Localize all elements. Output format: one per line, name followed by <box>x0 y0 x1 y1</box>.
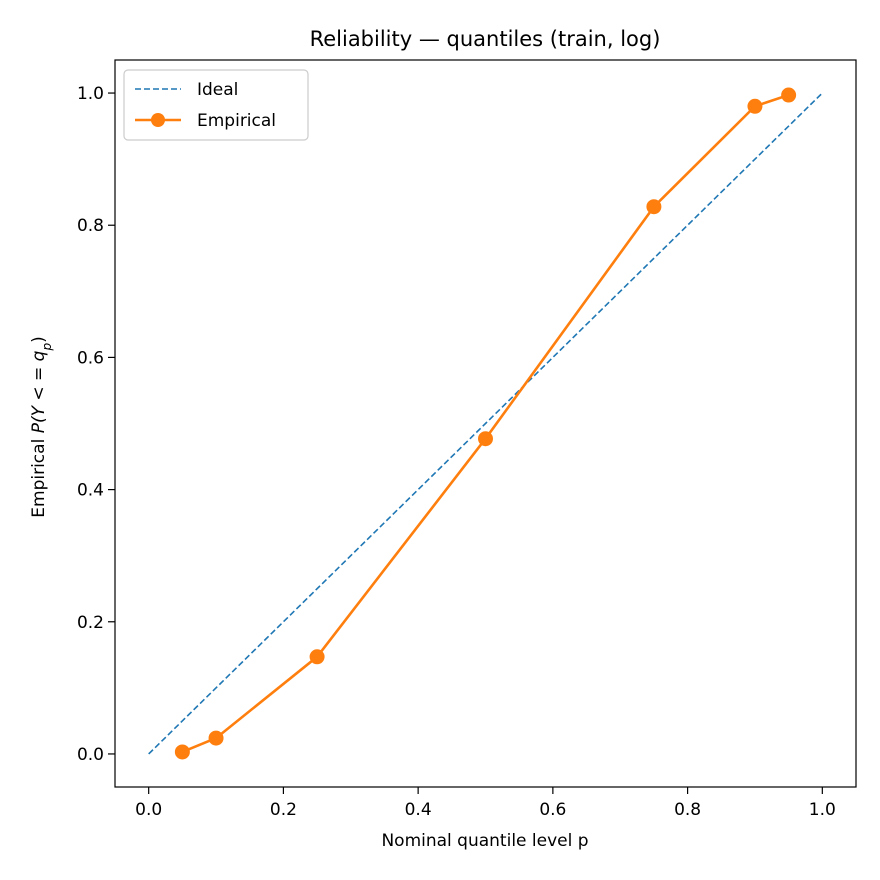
axes: 0.0 0.2 0.4 0.6 0.8 1.0 0.0 0.2 0.4 0.6 0.8 1.0 <box>77 59 857 820</box>
legend: Ideal Empirical <box>123 69 309 141</box>
y-tick-label: 1.0 <box>77 84 104 104</box>
y-tick-label: 0.2 <box>77 613 104 633</box>
legend-label-empirical: Empirical <box>197 111 276 131</box>
data-point-empirical <box>309 649 325 665</box>
data-point-empirical <box>478 431 493 447</box>
data-point-empirical <box>208 730 224 746</box>
data-point-empirical <box>646 199 662 215</box>
y-tick-label: 0.6 <box>77 348 104 368</box>
y-axis-label: Empirical P(Y < = qp) <box>29 336 54 517</box>
y-tick-label: 0.8 <box>77 216 104 236</box>
data-point-empirical <box>781 87 797 103</box>
y-axis-label-expr: P(Y < = q <box>29 350 49 433</box>
plot-area <box>148 87 823 760</box>
series-line-ideal <box>148 92 823 755</box>
legend-marker-empirical <box>151 113 165 127</box>
y-axis-label-prefix: Empirical <box>29 433 49 517</box>
x-tick-label: 0.8 <box>674 800 701 820</box>
x-tick-label: 0.2 <box>270 800 297 820</box>
legend-box <box>123 69 309 141</box>
data-point-empirical <box>747 98 763 114</box>
legend-label-ideal: Ideal <box>197 80 238 100</box>
chart-title: Reliability — quantiles (train, log) <box>310 27 661 51</box>
y-tick-label: 0.0 <box>77 745 104 765</box>
x-tick-label: 0.0 <box>135 800 162 820</box>
data-point-empirical <box>174 744 190 760</box>
y-axis-label-subscript: p <box>40 343 54 352</box>
plot-frame <box>114 59 857 788</box>
y-tick-label: 0.4 <box>77 481 104 501</box>
x-axis-label: Nominal quantile level p <box>381 831 588 851</box>
x-tick-label: 1.0 <box>809 800 836 820</box>
x-tick-label: 0.6 <box>539 800 566 820</box>
x-tick-label: 0.4 <box>405 800 432 820</box>
y-axis-label-suffix: ) <box>29 336 49 343</box>
